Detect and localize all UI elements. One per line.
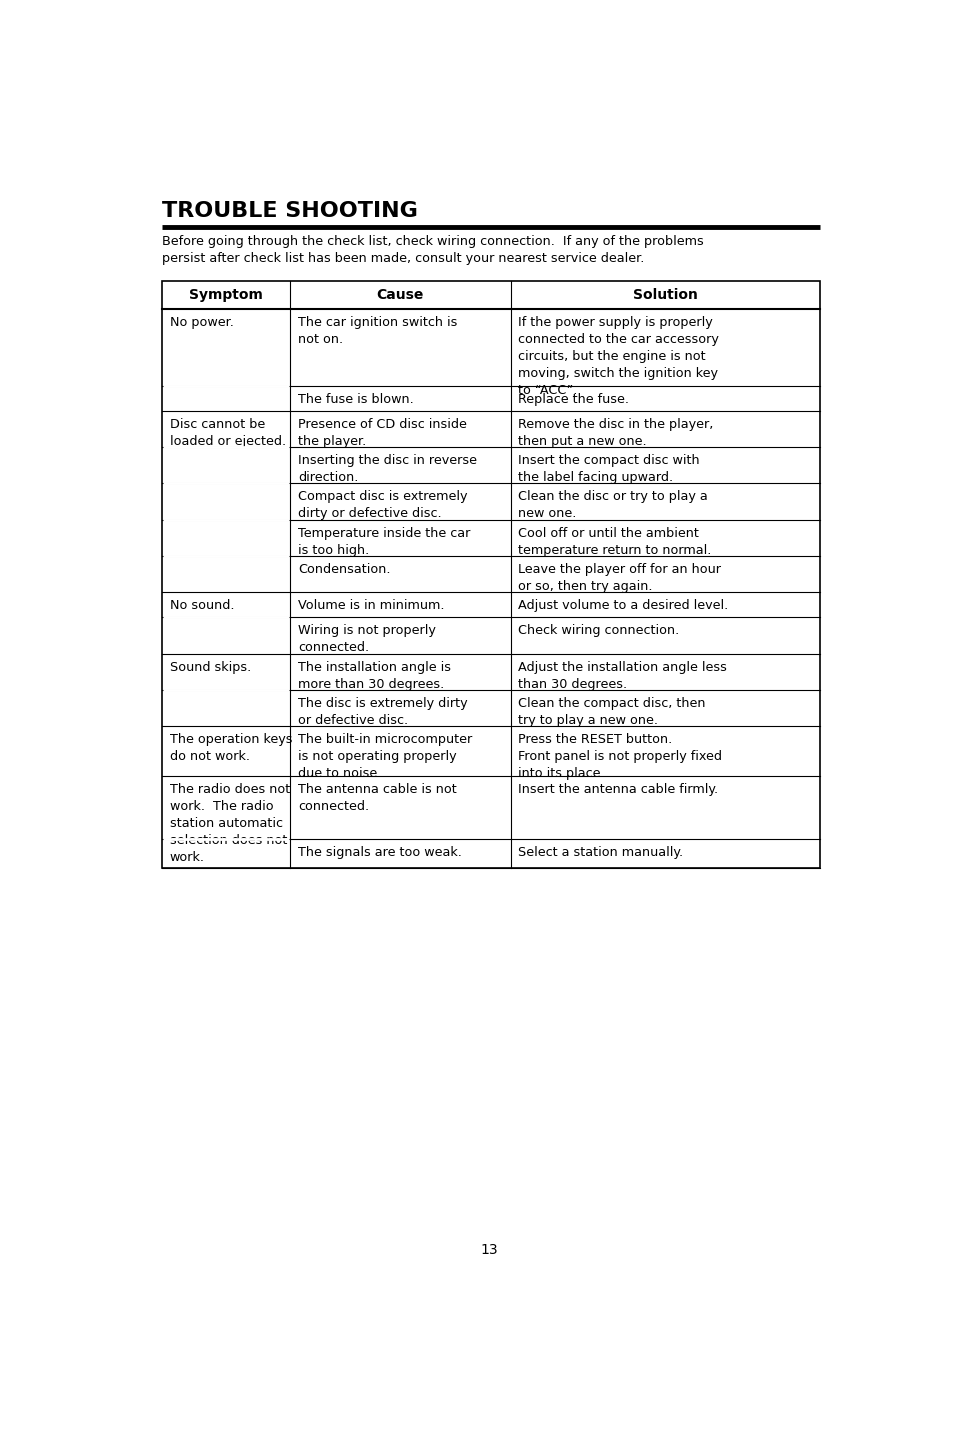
Text: Wiring is not properly
connected.: Wiring is not properly connected.: [297, 625, 436, 655]
Text: Solution: Solution: [632, 287, 697, 302]
Text: Cause: Cause: [376, 287, 424, 302]
Bar: [162, 280, 819, 868]
Text: Insert the antenna cable firmly.: Insert the antenna cable firmly.: [517, 782, 718, 795]
Text: Leave the player off for an hour
or so, then try again.: Leave the player off for an hour or so, …: [517, 563, 720, 593]
Text: Adjust the installation angle less
than 30 degrees.: Adjust the installation angle less than …: [517, 661, 726, 691]
Text: The antenna cable is not
connected.: The antenna cable is not connected.: [297, 782, 456, 812]
Text: Compact disc is extremely
dirty or defective disc.: Compact disc is extremely dirty or defec…: [297, 490, 467, 521]
Text: Insert the compact disc with
the label facing upward.: Insert the compact disc with the label f…: [517, 455, 700, 485]
Text: If the power supply is properly
connected to the car accessory
circuits, but the: If the power supply is properly connecte…: [517, 316, 719, 398]
Text: persist after check list has been made, consult your nearest service dealer.: persist after check list has been made, …: [162, 252, 643, 265]
Text: Select a station manually.: Select a station manually.: [517, 845, 682, 859]
Text: TROUBLE SHOOTING: TROUBLE SHOOTING: [162, 200, 417, 220]
Text: 13: 13: [479, 1243, 497, 1257]
Text: The operation keys
do not work.: The operation keys do not work.: [170, 734, 292, 764]
Text: No sound.: No sound.: [170, 599, 233, 612]
Text: Disc cannot be
loaded or ejected.: Disc cannot be loaded or ejected.: [170, 418, 286, 448]
Text: Check wiring connection.: Check wiring connection.: [517, 625, 679, 638]
Text: The disc is extremely dirty
or defective disc.: The disc is extremely dirty or defective…: [297, 696, 467, 726]
Text: Symptom: Symptom: [189, 287, 263, 302]
Text: Clean the compact disc, then
try to play a new one.: Clean the compact disc, then try to play…: [517, 696, 705, 726]
Text: The built-in microcomputer
is not operating properly
due to noise.: The built-in microcomputer is not operat…: [297, 734, 472, 779]
Text: The signals are too weak.: The signals are too weak.: [297, 845, 461, 859]
Text: Press the RESET button.
Front panel is not properly fixed
into its place.: Press the RESET button. Front panel is n…: [517, 734, 721, 779]
Text: Clean the disc or try to play a
new one.: Clean the disc or try to play a new one.: [517, 490, 707, 521]
Text: Before going through the check list, check wiring connection.  If any of the pro: Before going through the check list, che…: [162, 235, 703, 247]
Text: Temperature inside the car
is too high.: Temperature inside the car is too high.: [297, 526, 470, 556]
Text: The car ignition switch is
not on.: The car ignition switch is not on.: [297, 316, 456, 346]
Text: Sound skips.: Sound skips.: [170, 661, 251, 674]
Text: The fuse is blown.: The fuse is blown.: [297, 393, 414, 406]
Text: No power.: No power.: [170, 316, 233, 329]
Text: The installation angle is
more than 30 degrees.: The installation angle is more than 30 d…: [297, 661, 451, 691]
Text: The radio does not
work.  The radio
station automatic
selection does not
work.: The radio does not work. The radio stati…: [170, 782, 290, 864]
Text: Adjust volume to a desired level.: Adjust volume to a desired level.: [517, 599, 728, 612]
Text: Replace the fuse.: Replace the fuse.: [517, 393, 629, 406]
Text: Presence of CD disc inside
the player.: Presence of CD disc inside the player.: [297, 418, 466, 448]
Text: Condensation.: Condensation.: [297, 563, 390, 576]
Text: Cool off or until the ambient
temperature return to normal.: Cool off or until the ambient temperatur…: [517, 526, 711, 556]
Text: Remove the disc in the player,
then put a new one.: Remove the disc in the player, then put …: [517, 418, 713, 448]
Text: Volume is in minimum.: Volume is in minimum.: [297, 599, 444, 612]
Text: Inserting the disc in reverse
direction.: Inserting the disc in reverse direction.: [297, 455, 476, 485]
